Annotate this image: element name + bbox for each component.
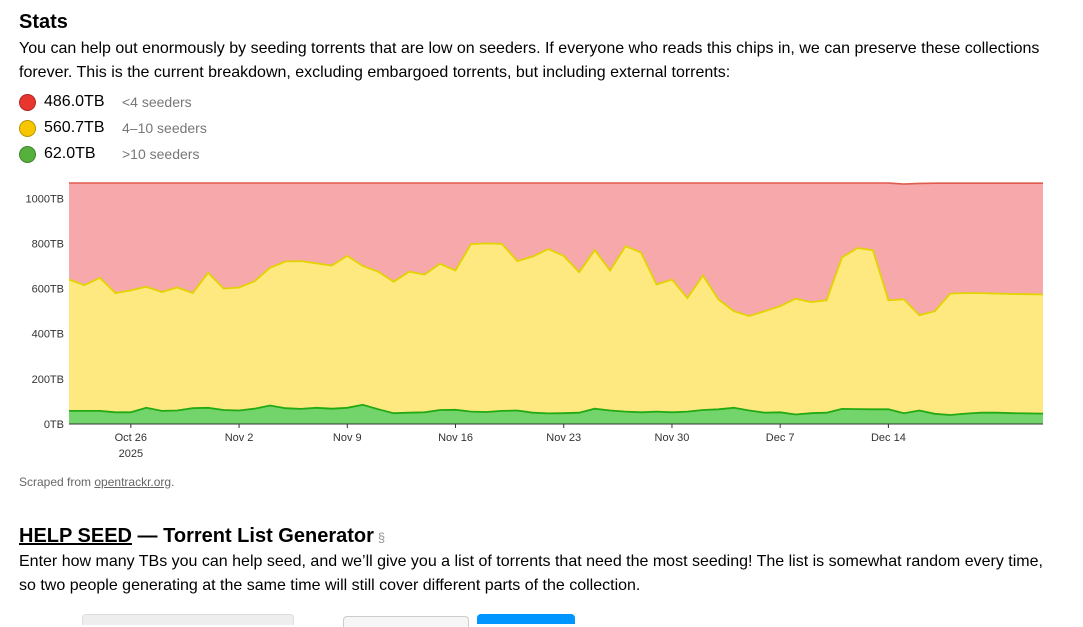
opentrackr-link[interactable]: opentrackr.org — [94, 475, 172, 489]
help-seed-description: Enter how many TBs you can help seed, an… — [19, 553, 1043, 594]
legend-amount: 486.0TB — [44, 93, 105, 110]
x-tick-label: Dec 14 — [871, 432, 906, 444]
legend-row-mid: 560.7TB 4–10 seeders — [19, 115, 207, 141]
legend-label: <4 seeders — [122, 94, 192, 110]
collection-select[interactable] — [343, 616, 469, 627]
scraped-note: Scraped from opentrackr.org. — [19, 475, 174, 489]
legend-amount: 560.7TB — [44, 119, 105, 136]
x-tick-label: Nov 2 — [225, 432, 254, 444]
seeder-chart: 0TB 200TB 400TB 600TB 800TB 1000TB Oct 26 2025 N… — [19, 172, 1064, 464]
x-tick-label: Nov 23 — [546, 432, 581, 444]
legend-row-low: 486.0TB <4 seeders — [19, 89, 207, 115]
green-series-line — [69, 403, 1044, 416]
y-tick-label: 0TB — [44, 419, 64, 431]
scraped-suffix: . — [171, 475, 175, 489]
x-tick-label: Nov 16 — [438, 432, 473, 444]
x-tick-label: Nov 9 — [333, 432, 362, 444]
legend-label: 4–10 seeders — [122, 120, 207, 136]
yellow-series-line — [68, 242, 1044, 318]
scraped-prefix: Scraped from — [19, 475, 95, 489]
green-area — [69, 404, 1043, 424]
red-circle-icon — [19, 93, 36, 111]
seeder-chart-svg: 0TB 200TB 400TB 600TB 800TB 1000TB Oct 26 2025 N… — [25, 182, 1044, 460]
y-tick-label: 1000TB — [25, 193, 64, 205]
legend-amount: 62.0TB — [44, 145, 96, 162]
help-seed-heading: HELP SEED — Torrent List Generator § — [19, 525, 385, 548]
x-tick-label: Oct 26 — [115, 432, 147, 444]
help-title-rest: — Torrent List Generator — [132, 525, 374, 547]
seeder-legend: 486.0TB <4 seeders 560.7TB 4–10 seeders … — [19, 89, 207, 167]
y-tick-label: 600TB — [32, 284, 64, 296]
red-area — [69, 183, 1043, 317]
yellow-area — [69, 243, 1043, 415]
stats-heading: Stats — [19, 11, 68, 33]
y-tick-label: 800TB — [32, 238, 64, 250]
x-tick-sublabel: 2025 — [119, 448, 143, 460]
legend-label: >10 seeders — [122, 146, 200, 162]
y-tick-label: 400TB — [32, 329, 64, 341]
help-seed-link[interactable]: HELP SEED — [19, 525, 132, 547]
section-anchor-icon[interactable]: § — [377, 530, 386, 545]
x-tick-label: Dec 7 — [766, 432, 795, 444]
red-series-line — [69, 182, 1043, 185]
x-tick-label: Nov 30 — [655, 432, 690, 444]
generate-button[interactable] — [477, 614, 575, 624]
legend-row-high: 62.0TB >10 seeders — [19, 141, 207, 167]
green-circle-icon — [19, 145, 36, 163]
stats-intro: You can help out enormously by seeding t… — [19, 40, 1040, 81]
y-tick-label: 200TB — [32, 374, 64, 386]
yellow-circle-icon — [19, 119, 36, 137]
